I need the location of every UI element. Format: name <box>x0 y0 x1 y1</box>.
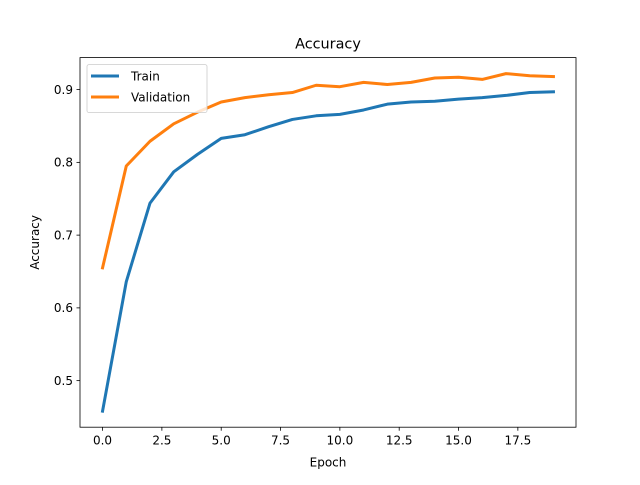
legend: Train Validation <box>86 64 208 113</box>
y-axis-ticks: 0.5 0.6 0.7 0.8 0.9 <box>54 83 80 388</box>
legend-label-train: Train <box>130 69 160 83</box>
y-tick-label: 0.5 <box>54 374 73 388</box>
series-line-validation <box>100 72 555 270</box>
x-tick-label: 2.5 <box>152 434 171 448</box>
series-layer <box>100 72 555 413</box>
x-tick-label: 17.5 <box>504 434 531 448</box>
chart-title: Accuracy <box>295 37 361 53</box>
x-tick-label: 0.0 <box>93 434 112 448</box>
y-tick-label: 0.6 <box>54 301 73 315</box>
x-axis-label: Epoch <box>310 456 347 470</box>
x-tick-label: 15.0 <box>445 434 472 448</box>
y-tick-label: 0.9 <box>54 83 73 97</box>
x-tick-label: 5.0 <box>212 434 231 448</box>
axes-frame <box>79 57 577 428</box>
y-axis-label: Accuracy <box>28 215 42 270</box>
plot-area <box>80 57 576 428</box>
y-tick-label: 0.7 <box>54 228 73 242</box>
x-axis-ticks: 0.0 2.5 5.0 7.5 10.0 12.5 15.0 17.5 <box>93 427 531 448</box>
x-tick-label: 7.5 <box>271 434 290 448</box>
y-tick-label: 0.8 <box>54 156 73 170</box>
x-tick-label: 10.0 <box>327 434 354 448</box>
series-line-train <box>100 90 555 413</box>
x-tick-label: 12.5 <box>386 434 413 448</box>
legend-label-validation: Validation <box>131 90 190 104</box>
